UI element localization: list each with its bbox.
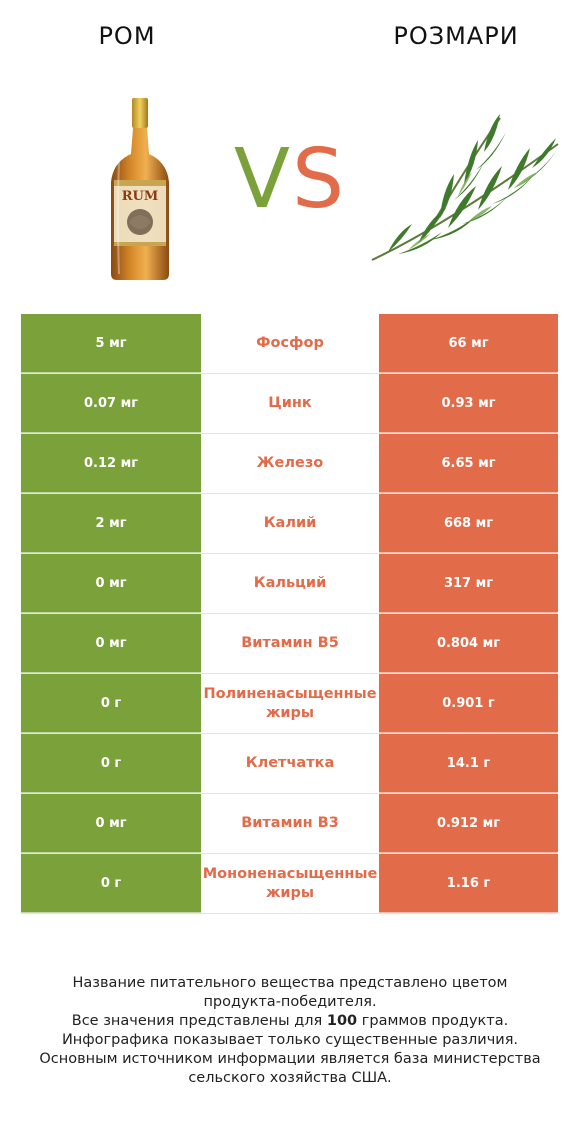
vs-s-letter: S [292,132,347,227]
vs-label: VS [220,130,360,230]
left-value: 0 г [21,674,201,733]
rum-bottle-image: RUM [111,98,169,280]
table-row: 2 мг Калий 668 мг [21,494,558,554]
right-value: 668 мг [379,494,558,553]
left-value: 2 мг [21,494,201,553]
right-value: 0.804 мг [379,614,558,673]
table-row: 0 г Полиненасыщенные жиры 0.901 г [21,674,558,734]
table-row: 0 мг Кальций 317 мг [21,554,558,614]
nutrient-name: Кальций [201,554,379,613]
right-value: 0.901 г [379,674,558,733]
right-value: 0.93 мг [379,374,558,433]
left-value: 0 мг [21,794,201,853]
table-row: 0 г Клетчатка 14.1 г [21,734,558,794]
table-row: 0.07 мг Цинк 0.93 мг [21,374,558,434]
footer-line-5: Основным источником информации является … [39,1051,541,1067]
right-value: 6.65 мг [379,434,558,493]
rosemary-sprig-image [371,114,559,261]
left-value: 0 мг [21,614,201,673]
table-row: 0 мг Витамин B5 0.804 мг [21,614,558,674]
vs-v-letter: V [233,132,293,227]
nutrient-name: Клетчатка [201,734,379,793]
footer-line-3-post: граммов продукта. [357,1013,509,1029]
table-row: 5 мг Фосфор 66 мг [21,314,558,374]
right-value: 66 мг [379,314,558,373]
nutrient-name: Железо [201,434,379,493]
left-product-title: РОМ [98,22,156,50]
left-value: 5 мг [21,314,201,373]
left-value: 0 мг [21,554,201,613]
nutrient-name: Витамин B3 [201,794,379,853]
footer-line-6: сельского хозяйства США. [188,1070,392,1086]
footer-line-4: Инфографика показывает только существенн… [61,1032,519,1048]
nutrient-name: Витамин B5 [201,614,379,673]
footer-note: Название питательного вещества представл… [10,974,570,1088]
right-product-title: РОЗМАРИ [393,22,519,50]
footer-line-1: Название питательного вещества представл… [72,975,508,991]
table-row: 0 мг Витамин B3 0.912 мг [21,794,558,854]
footer-line-3-bold: 100 [326,1013,358,1029]
table-row: 0.12 мг Железо 6.65 мг [21,434,558,494]
left-value: 0 г [21,734,201,793]
nutrient-name: Цинк [201,374,379,433]
left-value: 0.07 мг [21,374,201,433]
nutrient-name: Фосфор [201,314,379,373]
table-row: 0 г Мононенасыщенные жиры 1.16 г [21,854,558,914]
right-value: 14.1 г [379,734,558,793]
footer-line-3: Все значения представлены для 100 граммо… [10,1012,570,1031]
right-value: 317 мг [379,554,558,613]
footer-line-3-pre: Все значения представлены для [71,1013,327,1029]
left-value: 0 г [21,854,201,913]
footer-line-2: продукта-победителя. [203,994,377,1010]
svg-text:RUM: RUM [122,189,159,204]
nutrient-name: Калий [201,494,379,553]
nutrient-name: Мононенасыщенные жиры [201,854,379,913]
right-value: 1.16 г [379,854,558,913]
left-value: 0.12 мг [21,434,201,493]
nutrient-name: Полиненасыщенные жиры [201,674,379,733]
right-value: 0.912 мг [379,794,558,853]
comparison-table: 5 мг Фосфор 66 мг 0.07 мг Цинк 0.93 мг 0.12 мг… [21,314,558,914]
